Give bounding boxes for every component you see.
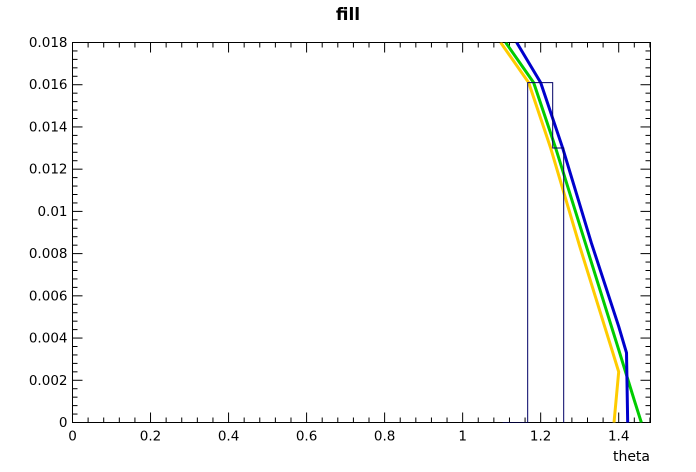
y-tick-label: 0.014: [29, 119, 68, 135]
y-axis-tick-labels: 0 0.002 0.004 0.006 0.008 0.01 0.012 0.014 0.016…: [29, 35, 68, 431]
histogram-path: [502, 82, 565, 423]
x-tick-label: 0.8: [374, 429, 395, 445]
histogram-outline: [502, 82, 565, 423]
x-tick-label: 1.4: [608, 429, 629, 445]
x-tick-label: 0: [68, 429, 77, 445]
data-series-group: [499, 42, 643, 423]
y-axis-ticks: [72, 42, 651, 423]
x-axis-title: theta: [613, 449, 650, 465]
y-tick-label: 0.006: [29, 288, 68, 304]
y-tick-label: 0.008: [29, 246, 68, 262]
x-tick-label: 0.6: [296, 429, 317, 445]
page-title: fill: [335, 5, 361, 25]
x-tick-label: 1.2: [530, 429, 551, 445]
y-tick-label: 0.01: [37, 204, 67, 220]
y-tick-label: 0.002: [29, 373, 68, 389]
x-tick-label: 0.4: [218, 429, 239, 445]
y-tick-label: 0.004: [29, 331, 68, 347]
x-axis-tick-labels: 0 0.2 0.4 0.6 0.8 1 1.2 1.4: [68, 429, 629, 445]
series-green-curve: [504, 42, 643, 423]
y-tick-label: 0.016: [29, 77, 68, 93]
y-tick-label: 0: [59, 415, 68, 431]
x-tick-label: 0.2: [140, 429, 161, 445]
series-yellow-curve: [499, 42, 621, 423]
x-axis-ticks: [72, 42, 651, 423]
y-tick-label: 0.012: [29, 162, 68, 178]
x-tick-label: 1: [458, 429, 467, 445]
y-tick-label: 0.018: [29, 35, 68, 51]
plot-frame: [72, 42, 651, 423]
